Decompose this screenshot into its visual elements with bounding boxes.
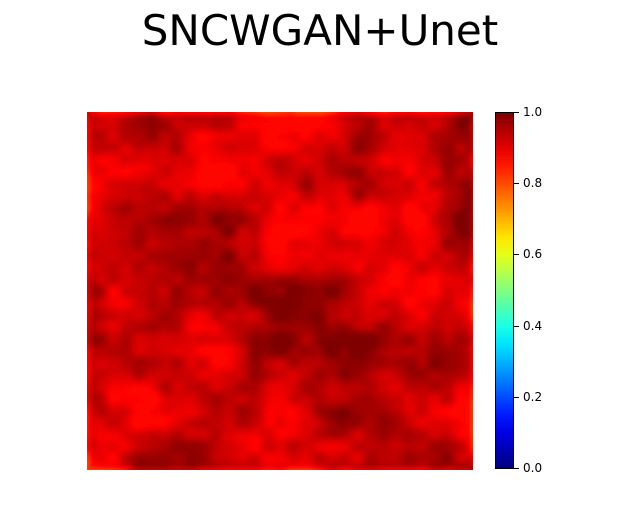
colorbar-tick — [514, 254, 519, 256]
colorbar-tick-label: 0.0 — [523, 461, 543, 475]
colorbar: 0.0 0.2 0.4 0.6 0.8 1.0 — [495, 105, 575, 475]
colorbar-tick — [514, 396, 519, 398]
colorbar-tick-label: 0.2 — [523, 389, 543, 404]
chart-title: SNCWGAN+Unet — [141, 6, 499, 55]
colorbar-tick-label: 0.8 — [523, 176, 543, 191]
colorbar-tick-label: 0.4 — [523, 318, 543, 333]
colorbar-tick-label: 0.6 — [523, 247, 543, 262]
colorbar-tick — [514, 112, 519, 113]
colorbar-tick — [514, 183, 519, 185]
colorbar-tick-label: 1.0 — [523, 105, 543, 119]
heatmap-image — [87, 112, 473, 470]
colorbar-tick — [514, 325, 519, 327]
colorbar-tick — [514, 468, 519, 469]
colorbar-gradient — [495, 112, 514, 469]
